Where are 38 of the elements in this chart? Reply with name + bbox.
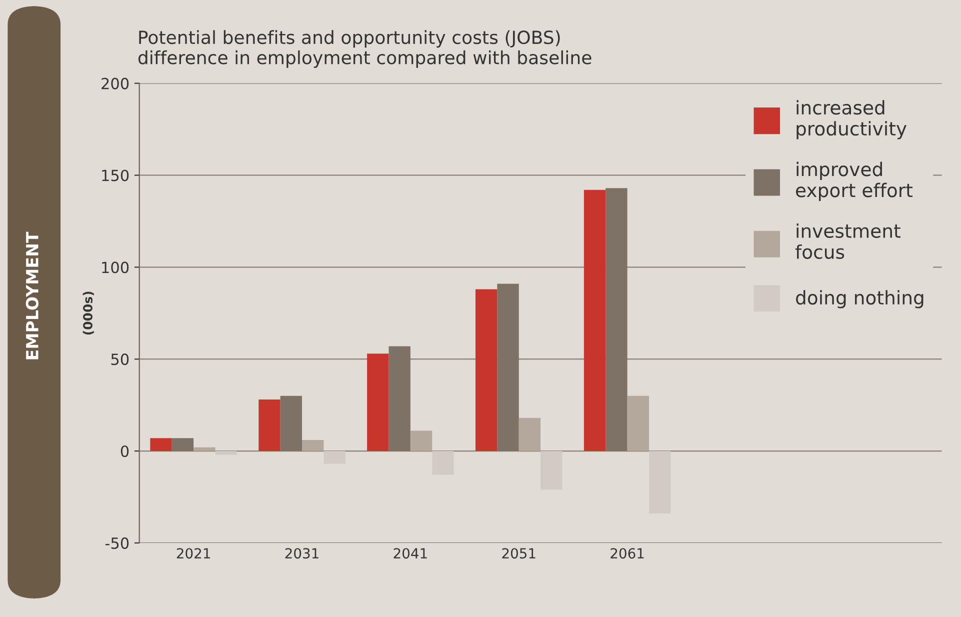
bar (627, 396, 649, 452)
y-tick-label: 200 (102, 78, 129, 90)
bar (410, 430, 432, 452)
bar (584, 190, 606, 452)
bar (649, 451, 671, 514)
bar (388, 346, 410, 452)
x-tick-label: 2031 (285, 548, 318, 559)
text: EMPLOYMENT (26, 232, 38, 360)
bar (497, 284, 519, 452)
x-tick-label: 2051 (502, 548, 536, 559)
bar (172, 438, 194, 452)
x-tick-label: 2041 (394, 548, 427, 559)
bar (518, 418, 541, 452)
x-tick-label: 2021 (176, 548, 210, 559)
legend-label: investment focus (795, 223, 900, 259)
bar (194, 447, 216, 452)
y-tick-label: 100 (102, 262, 129, 274)
bar (540, 451, 562, 490)
legend-label: doing nothing (796, 290, 924, 308)
bar (258, 400, 280, 452)
bar (215, 451, 237, 455)
bar (476, 289, 498, 452)
x-tick-label: 2061 (610, 548, 644, 559)
bar (432, 451, 454, 475)
chart-title: Potential benefits and opportunity costs (JOBS) difference in employment compared with baseline (138, 30, 592, 68)
bar (302, 440, 324, 452)
y-tick-label: 0 (120, 445, 129, 458)
bar (150, 438, 172, 452)
y-axis-title: (000s) (82, 292, 94, 335)
bar (606, 188, 628, 452)
legend-label: improved export effort (796, 162, 913, 201)
y-tick-label: -50 (105, 537, 129, 549)
bar (324, 451, 346, 464)
y-tick-label: 50 (111, 354, 129, 366)
bar (280, 396, 302, 452)
y-tick-label: 150 (102, 170, 129, 182)
bar (367, 354, 389, 452)
legend-label: increased productivity (796, 100, 906, 140)
